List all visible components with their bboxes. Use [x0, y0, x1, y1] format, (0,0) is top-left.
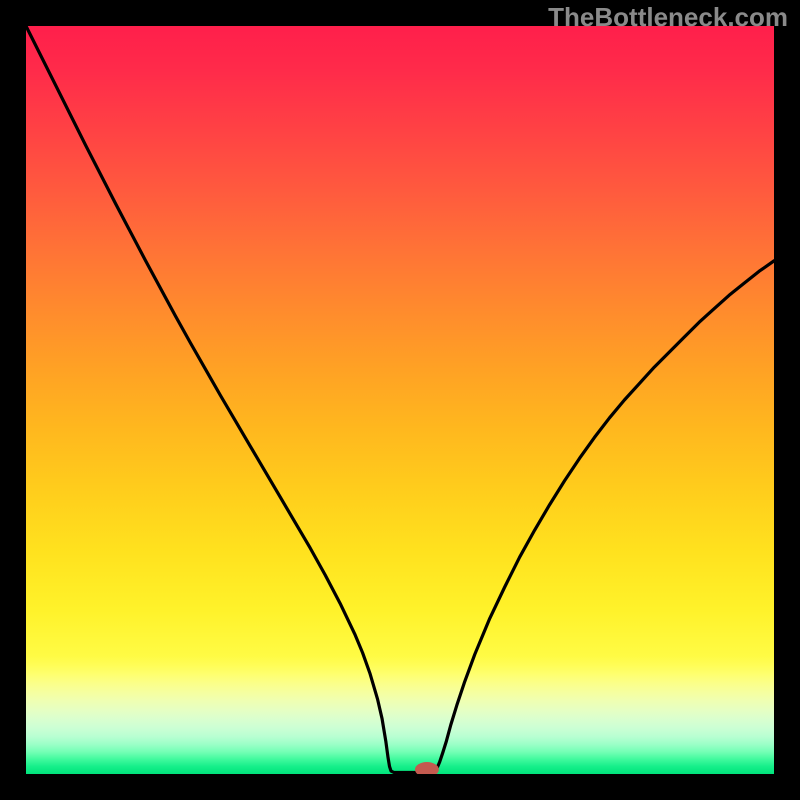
watermark-text: TheBottleneck.com: [548, 2, 788, 33]
outer-frame: TheBottleneck.com: [0, 0, 800, 800]
plot-area: [26, 26, 774, 774]
chart-svg: [26, 26, 774, 774]
gradient-background: [26, 26, 774, 774]
